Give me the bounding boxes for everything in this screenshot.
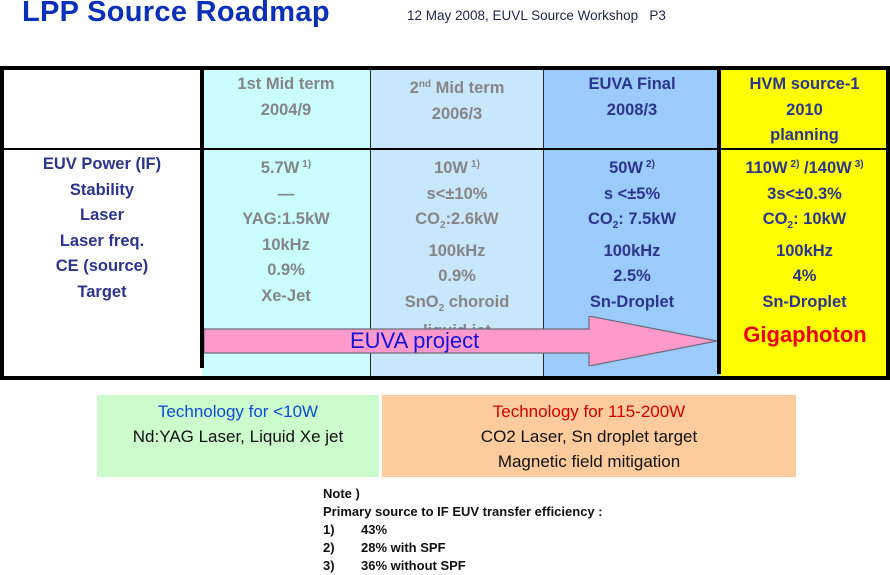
values-1st-mid-term: 5.7W 1) — YAG:1.5kW 10kHz 0.9% Xe-Jet bbox=[202, 152, 370, 309]
value-laser-freq: 100kHz bbox=[428, 241, 486, 260]
row-label-target: Target bbox=[77, 282, 127, 301]
header-phase: 2nd Mid term bbox=[409, 79, 505, 97]
value-stability: — bbox=[277, 184, 295, 203]
values-euva-final: 50W 2) s <±5% CO2: 7.5kW 100kHz 2.5% Sn-D… bbox=[544, 152, 720, 315]
euva-project-label: EUVA project bbox=[350, 328, 480, 353]
value-stability: s<±10% bbox=[426, 184, 488, 203]
technology-box-low-power: Technology for <10W Nd:YAG Laser, Liquid… bbox=[97, 395, 379, 477]
value-laser: CO2: 7.5kW bbox=[587, 210, 677, 231]
header-1st-mid-term: 1st Mid term 2004/9 bbox=[202, 72, 370, 123]
value-power: 110W 2) /140W 3) bbox=[745, 159, 864, 177]
value-stability: s <±5% bbox=[603, 184, 661, 203]
value-power: 5.7W 1) bbox=[260, 159, 312, 177]
value-laser-freq: 100kHz bbox=[776, 241, 833, 260]
values-2nd-mid-term: 10W 1) s<±10% CO2:2.6kW 100kHz 0.9% SnO2 … bbox=[371, 152, 543, 341]
row-label-euv-power: EUV Power (IF) bbox=[42, 155, 162, 173]
value-ce: 0.9% bbox=[267, 261, 305, 279]
value-laser: YAG:1.5kW bbox=[242, 210, 330, 228]
technology-line: Magnetic field mitigation bbox=[497, 452, 681, 471]
value-laser: CO2: 10kW bbox=[762, 210, 847, 231]
header-date: 2010 bbox=[786, 100, 823, 119]
table-border-bottom bbox=[0, 376, 890, 380]
value-power: 50W 2) bbox=[609, 159, 655, 177]
value-target: Sn-Droplet bbox=[589, 292, 675, 311]
technology-line: CO2 Laser, Sn droplet target bbox=[480, 427, 698, 446]
value-power: 10W 1) bbox=[434, 159, 480, 177]
technology-title: Technology for <10W bbox=[157, 402, 319, 421]
label-column-divider bbox=[200, 66, 204, 368]
row-label-laser: Laser bbox=[79, 206, 125, 224]
header-2nd-mid-term: 2nd Mid term 2006/3 bbox=[371, 72, 543, 127]
technology-box-high-power: Technology for 115-200W CO2 Laser, Sn dr… bbox=[382, 395, 796, 477]
value-ce: 4% bbox=[792, 267, 817, 285]
euva-project-arrow-icon bbox=[204, 316, 717, 366]
note-item: 1) 43% bbox=[323, 522, 388, 537]
hvm-column-divider bbox=[717, 66, 721, 374]
header-date: 2006/3 bbox=[431, 104, 483, 123]
note-heading: Note ) bbox=[323, 486, 360, 501]
row-label-stability: Stability bbox=[69, 180, 135, 199]
header-phase: 1st Mid term bbox=[237, 75, 335, 93]
table-border-top bbox=[0, 66, 890, 70]
technology-title: Technology for 115-200W bbox=[492, 402, 686, 421]
header-divider bbox=[0, 148, 887, 150]
value-ce: 0.9% bbox=[438, 267, 476, 285]
header-status: planning bbox=[770, 126, 839, 144]
header-hvm-source: HVM source-1 2010 planning bbox=[721, 72, 888, 149]
header-date: 2004/9 bbox=[260, 100, 312, 119]
header-date: 2008/3 bbox=[606, 100, 658, 119]
column-1st-mid-term bbox=[202, 66, 370, 378]
table-border-left bbox=[0, 66, 4, 380]
note-item: 3) 36% without SPF bbox=[323, 558, 466, 573]
value-target: Xe-Jet bbox=[261, 286, 311, 305]
column-hvm-source bbox=[720, 66, 888, 378]
value-laser-freq: 100kHz bbox=[603, 241, 661, 260]
value-stability: 3s<±0.3% bbox=[767, 184, 842, 203]
column-2nd-mid-term bbox=[370, 66, 543, 378]
header-euva-final: EUVA Final 2008/3 bbox=[544, 72, 720, 123]
footnote: Note ) Primary source to IF EUV transfer… bbox=[323, 485, 603, 575]
values-hvm-source: 110W 2) /140W 3) 3s<±0.3% CO2: 10kW 100kHz… bbox=[721, 152, 888, 315]
slide-subtitle: 12 May 2008, EUVL Source Workshop P3 bbox=[407, 8, 666, 23]
row-label-ce: CE (source) bbox=[55, 257, 149, 275]
value-target: Sn-Droplet bbox=[762, 292, 847, 311]
company-label: Gigaphoton bbox=[743, 322, 867, 347]
note-item: 2) 28% with SPF bbox=[323, 540, 446, 555]
technology-line: Nd:YAG Laser, Liquid Xe jet bbox=[132, 427, 344, 446]
row-labels: EUV Power (IF) Stability Laser Laser fre… bbox=[4, 152, 200, 305]
header-phase: EUVA Final bbox=[588, 75, 676, 93]
value-ce: 2.5% bbox=[613, 267, 651, 285]
table-border-right bbox=[886, 66, 890, 380]
header-phase: HVM source-1 bbox=[749, 75, 860, 93]
row-label-laser-freq: Laser freq. bbox=[59, 231, 145, 250]
value-laser-freq: 10kHz bbox=[262, 235, 310, 254]
note-description: Primary source to IF EUV transfer effici… bbox=[323, 504, 603, 519]
value-laser: CO2:2.6kW bbox=[415, 210, 499, 231]
page-title: LPP Source Roadmap bbox=[22, 0, 330, 28]
value-target: SnO2 choroid bbox=[404, 292, 510, 314]
